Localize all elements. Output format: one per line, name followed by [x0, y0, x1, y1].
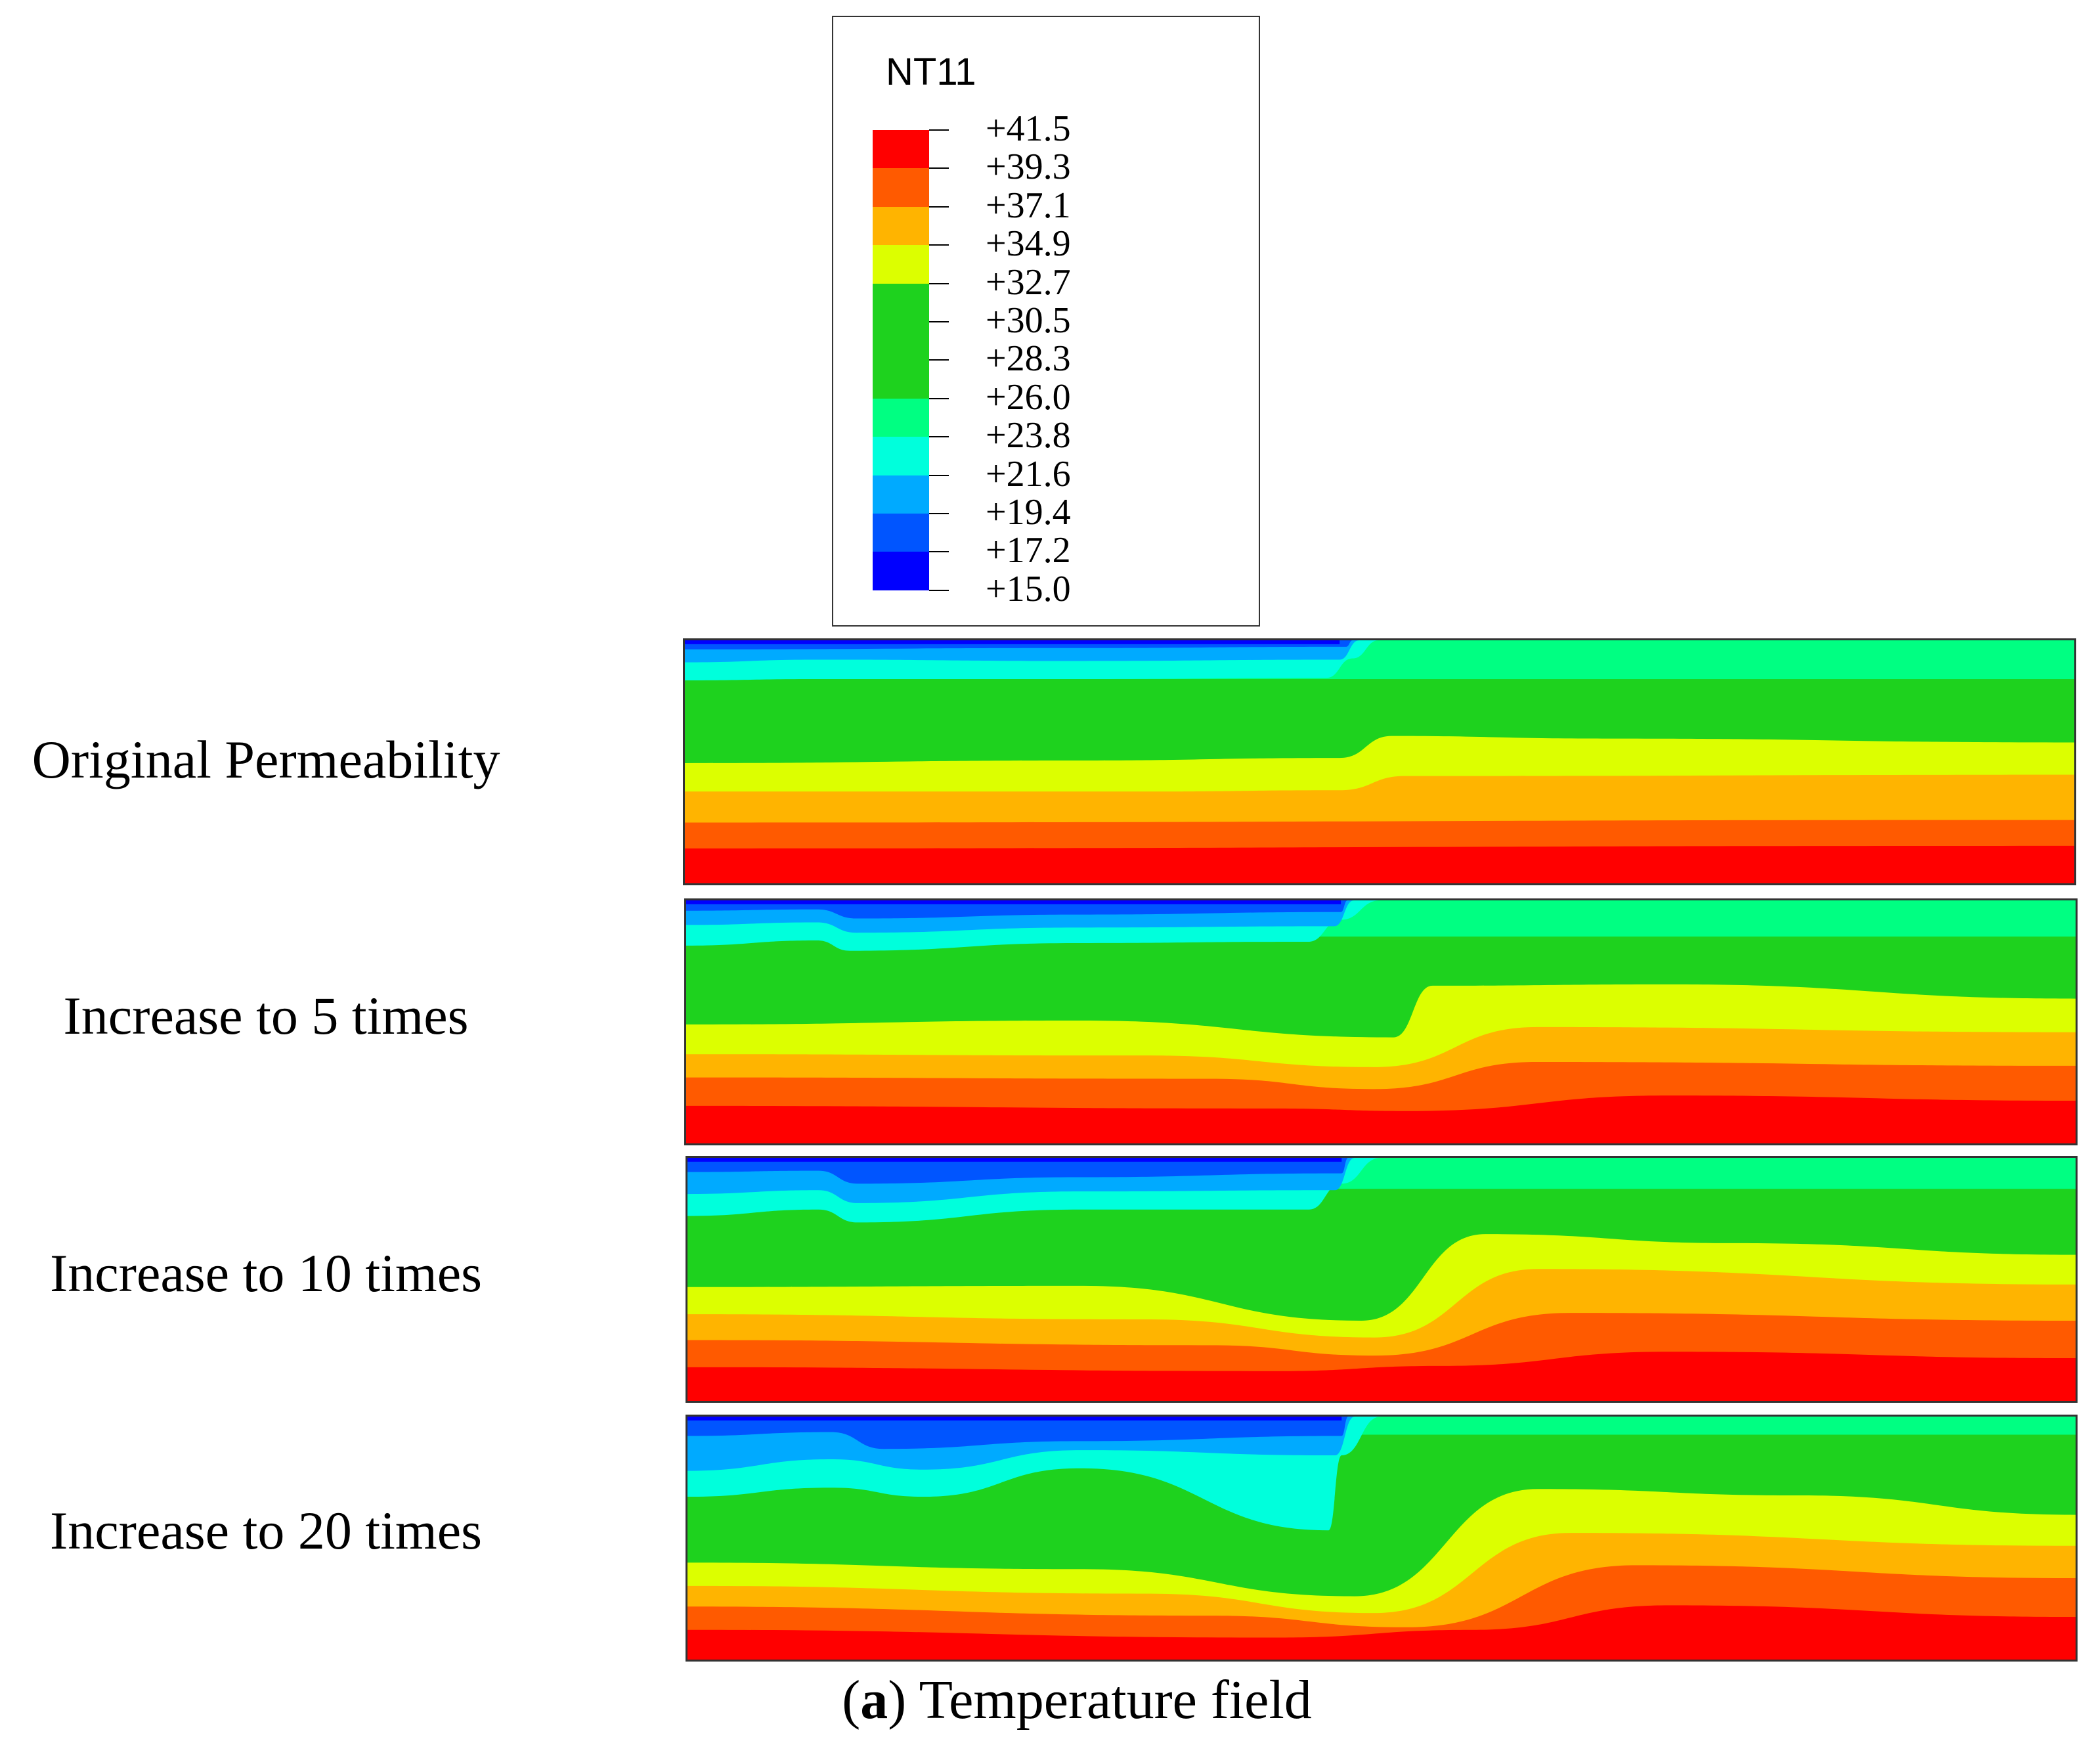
legend-tick — [929, 244, 949, 246]
case-label-original: Original Permeability — [32, 730, 500, 789]
contour-plot-original — [685, 640, 2074, 883]
legend-label: +15.0 — [986, 568, 1071, 609]
legend-label: +26.0 — [986, 376, 1071, 418]
case-label-10x: Increase to 10 times — [49, 1243, 483, 1303]
blue-zone — [687, 1417, 1349, 1449]
legend-swatch — [873, 360, 929, 399]
legend-tick — [929, 321, 949, 322]
legend-label: +17.2 — [986, 530, 1071, 571]
red-zone — [686, 1095, 2076, 1143]
legend-tick — [929, 397, 949, 399]
blue-zone — [686, 900, 1348, 919]
contour-plot-20x — [687, 1417, 2076, 1660]
legend-swatch — [873, 552, 929, 590]
blue-zone — [687, 1158, 1349, 1184]
legend-swatch — [873, 283, 929, 322]
legend-swatch — [873, 398, 929, 437]
dark-blue-zone — [685, 640, 1340, 644]
dark-blue-zone — [687, 1417, 1342, 1421]
legend-swatch — [873, 437, 929, 475]
caption-text: Temperature field — [919, 1669, 1312, 1731]
legend-swatch — [873, 130, 929, 169]
color-legend: NT11 +41.5 +39.3 +37.1 +34.9 +32.7 +30.5 +28.3… — [832, 16, 1260, 627]
legend-swatch — [873, 245, 929, 284]
legend-swatch — [873, 514, 929, 552]
contour-plot-10x — [687, 1158, 2076, 1401]
legend-tick — [929, 513, 949, 514]
legend-tick — [929, 167, 949, 169]
legend-label: +28.3 — [986, 338, 1071, 380]
legend-label: +41.5 — [986, 108, 1071, 149]
temperature-panel-20x — [686, 1415, 2078, 1662]
case-label-20x: Increase to 20 times — [49, 1501, 483, 1560]
contour-plot-5x — [686, 900, 2076, 1143]
case-label-5x: Increase to 5 times — [63, 986, 469, 1046]
dark-blue-zone — [687, 1158, 1342, 1162]
legend-label: +39.3 — [986, 146, 1071, 188]
legend-tick — [929, 282, 949, 284]
legend-swatch — [873, 168, 929, 207]
legend-label: +37.1 — [986, 185, 1071, 226]
red-zone — [687, 1352, 2076, 1401]
legend-label: +34.9 — [986, 223, 1071, 265]
temperature-panel-original — [683, 638, 2076, 885]
legend-tick — [929, 359, 949, 361]
legend-swatch — [873, 475, 929, 514]
legend-tick — [929, 589, 949, 591]
legend-label: +19.4 — [986, 492, 1071, 533]
legend-swatch — [873, 206, 929, 246]
red-zone — [687, 1605, 2076, 1660]
legend-swatch — [873, 322, 929, 361]
figure-caption: (a) Temperature field — [842, 1669, 1312, 1731]
legend-tick — [929, 551, 949, 553]
caption-letter: a — [860, 1669, 888, 1731]
dark-blue-zone — [686, 900, 1341, 904]
temperature-panel-10x — [686, 1156, 2078, 1403]
legend-label: +21.6 — [986, 453, 1071, 495]
temperature-panel-5x — [684, 898, 2078, 1145]
legend-tick — [929, 474, 949, 476]
legend-tick — [929, 206, 949, 208]
legend-label: +30.5 — [986, 300, 1071, 341]
legend-label: +23.8 — [986, 415, 1071, 456]
legend-tick — [929, 129, 949, 131]
legend-title: NT11 — [886, 51, 976, 93]
legend-tick — [929, 436, 949, 438]
red-zone — [685, 845, 2074, 883]
legend-label: +32.7 — [986, 261, 1071, 303]
